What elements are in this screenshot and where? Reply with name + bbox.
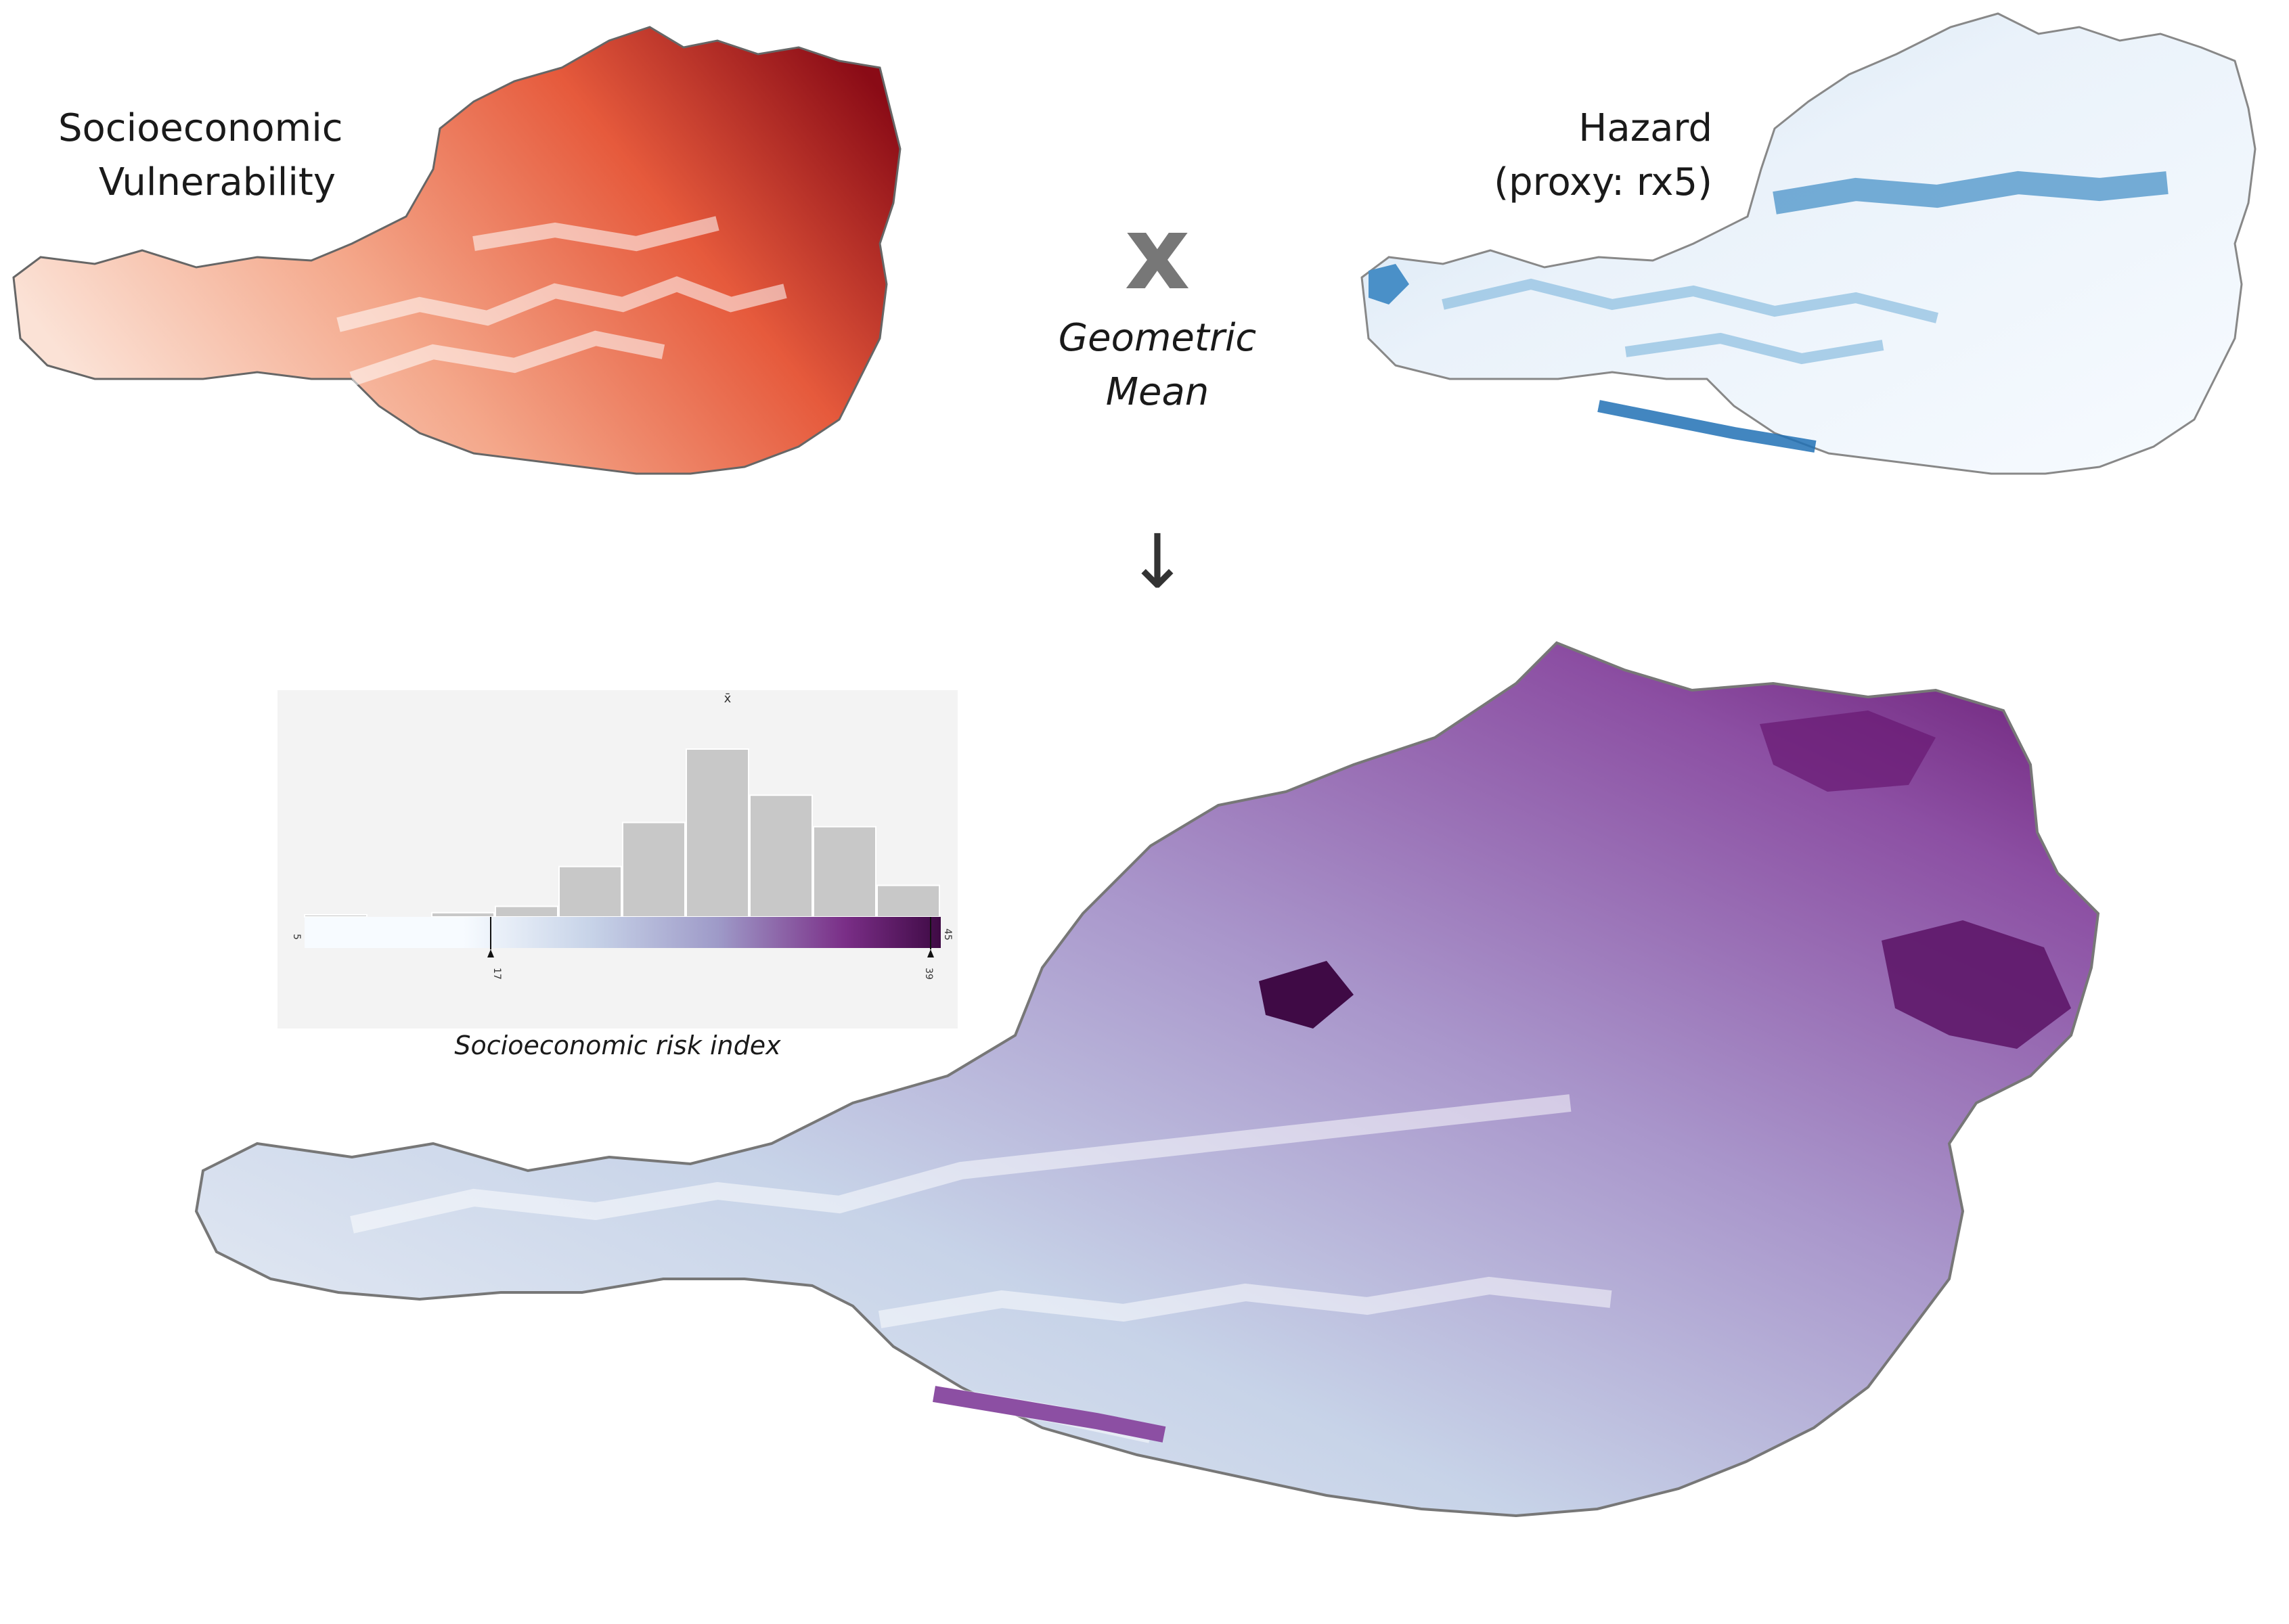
hazard-austria-shape [1360,12,2257,475]
histogram-min-label: 5 [291,934,302,940]
risk-high-zone-north [1760,710,1936,792]
histogram-bar [304,914,368,918]
risk-southern-band [933,1386,1166,1443]
risk-map [194,641,2100,1518]
vulnerability-alpine-valleys [336,216,787,386]
histogram-bar [495,905,558,918]
histogram-caption: Socioeconomic risk index [454,1031,781,1060]
hazard-high-band [1773,171,2169,215]
vulnerability-title-line2: Vulnerability [98,160,336,204]
operator-label-line1: Geometric [1058,316,1257,360]
histogram-marker-high-label: 39 [923,968,934,980]
operator-label-line2: Mean [1105,370,1209,414]
hazard-southern-band [1597,400,1817,453]
histogram-bars [304,748,940,918]
hazard-west-patch [1369,264,1409,304]
risk-histogram-panel: 5 17 39 45 x̄ [277,690,958,1029]
hazard-map [1360,12,2257,475]
histogram-bar [431,911,495,918]
histogram-marker-low [487,949,494,957]
histogram-bar [813,826,876,918]
histogram-max-label: 45 [942,928,953,941]
down-arrow-icon: ↓ [1126,518,1189,605]
hazard-title: Hazard (proxy: rx5) [1475,102,1712,210]
hazard-valleys [1442,278,1938,365]
histogram-marker-low-label: 17 [491,968,502,980]
vulnerability-austria-shape [12,26,902,475]
histogram-bar [622,821,686,918]
vulnerability-title-line1: Socioeconomic [58,106,343,150]
histogram-bar [558,865,622,918]
operator-symbol: x [1124,195,1191,313]
histogram-bar [686,748,749,918]
risk-high-zone-center [1259,961,1354,1029]
histogram-mean-label: x̄ [724,692,732,706]
histogram-marker-high [927,949,934,957]
risk-austria-shape [194,641,2100,1518]
hazard-title-line1: Hazard [1578,106,1712,150]
vulnerability-map [12,26,902,475]
histogram-bar [876,884,940,918]
vulnerability-title: Socioeconomic Vulnerability [58,102,343,210]
hazard-title-line2: (proxy: rx5) [1494,160,1712,204]
risk-high-zone-east [1882,920,2071,1049]
risk-histogram: 5 17 39 45 x̄ [291,692,953,980]
operator-label: Geometric Mean [1056,311,1259,420]
histogram-bar [749,794,813,918]
histogram-colorbar [305,917,941,948]
